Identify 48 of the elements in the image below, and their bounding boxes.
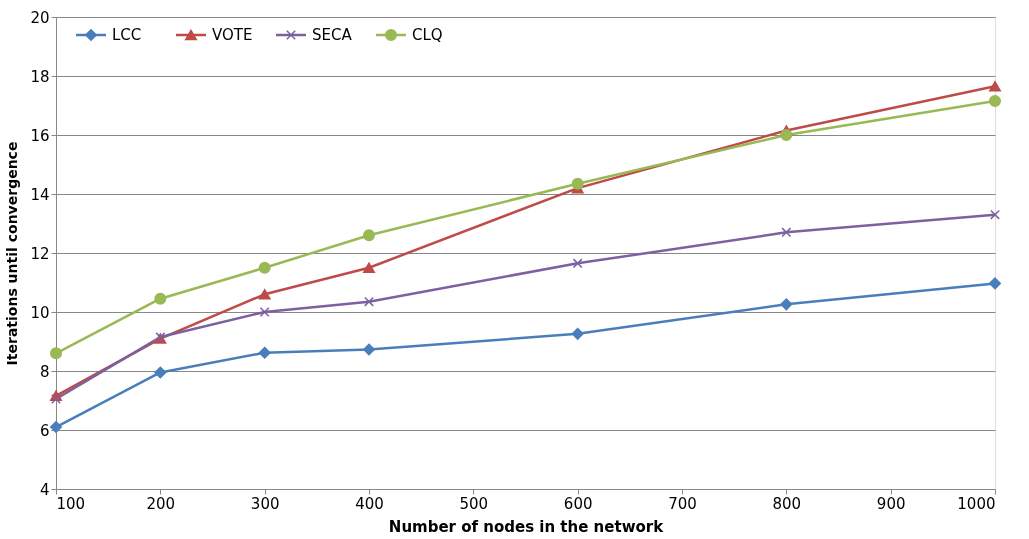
point [989,95,1001,108]
point [780,298,793,311]
point [51,394,61,404]
point [989,277,1001,290]
point [259,307,270,317]
y-tick-label: 20 [30,8,50,27]
point [258,289,271,300]
point [50,347,62,360]
y-tick-label: 16 [30,126,50,145]
legend-label: VOTE [212,26,253,44]
x-tick-label: 300 [250,494,280,513]
y-tick-label: 12 [30,244,50,263]
y-axis-title: Iterations until convergence [4,141,21,366]
x-tick-label: 900 [876,494,906,513]
x-axis-title: Number of nodes in the network [388,517,665,536]
point [154,366,167,379]
y-tick-label: 10 [30,303,50,322]
point [258,261,271,274]
y-tick-label: 8 [39,362,50,381]
point [571,177,584,190]
y-tick-label: 6 [39,421,50,440]
x-tick-label: 500 [459,494,489,513]
x-tick-label: 600 [563,494,593,513]
y-tick-label: 14 [30,185,50,204]
point [572,258,583,269]
point [154,292,167,305]
legend-label: LCC [112,26,142,44]
x-tick-label: 800 [772,494,802,513]
point [989,81,1001,92]
legend-label: SECA [312,26,353,44]
legend-label: CLQ [412,26,443,44]
point [990,209,1000,220]
x-tick-label: 200 [146,494,176,513]
point [363,262,375,274]
point [363,343,375,356]
point [258,346,271,359]
x-tick-label: 1000 [957,494,996,513]
y-tick-label: 4 [39,480,50,499]
y-tick-label: 18 [30,67,50,86]
x-tick-label: 100 [56,494,86,513]
point [364,296,374,307]
point [50,421,62,434]
point [571,327,584,340]
x-tick-label: 400 [355,494,384,513]
point [781,227,792,238]
point [780,129,793,141]
x-tick-label: 700 [668,494,697,513]
point [363,229,375,242]
